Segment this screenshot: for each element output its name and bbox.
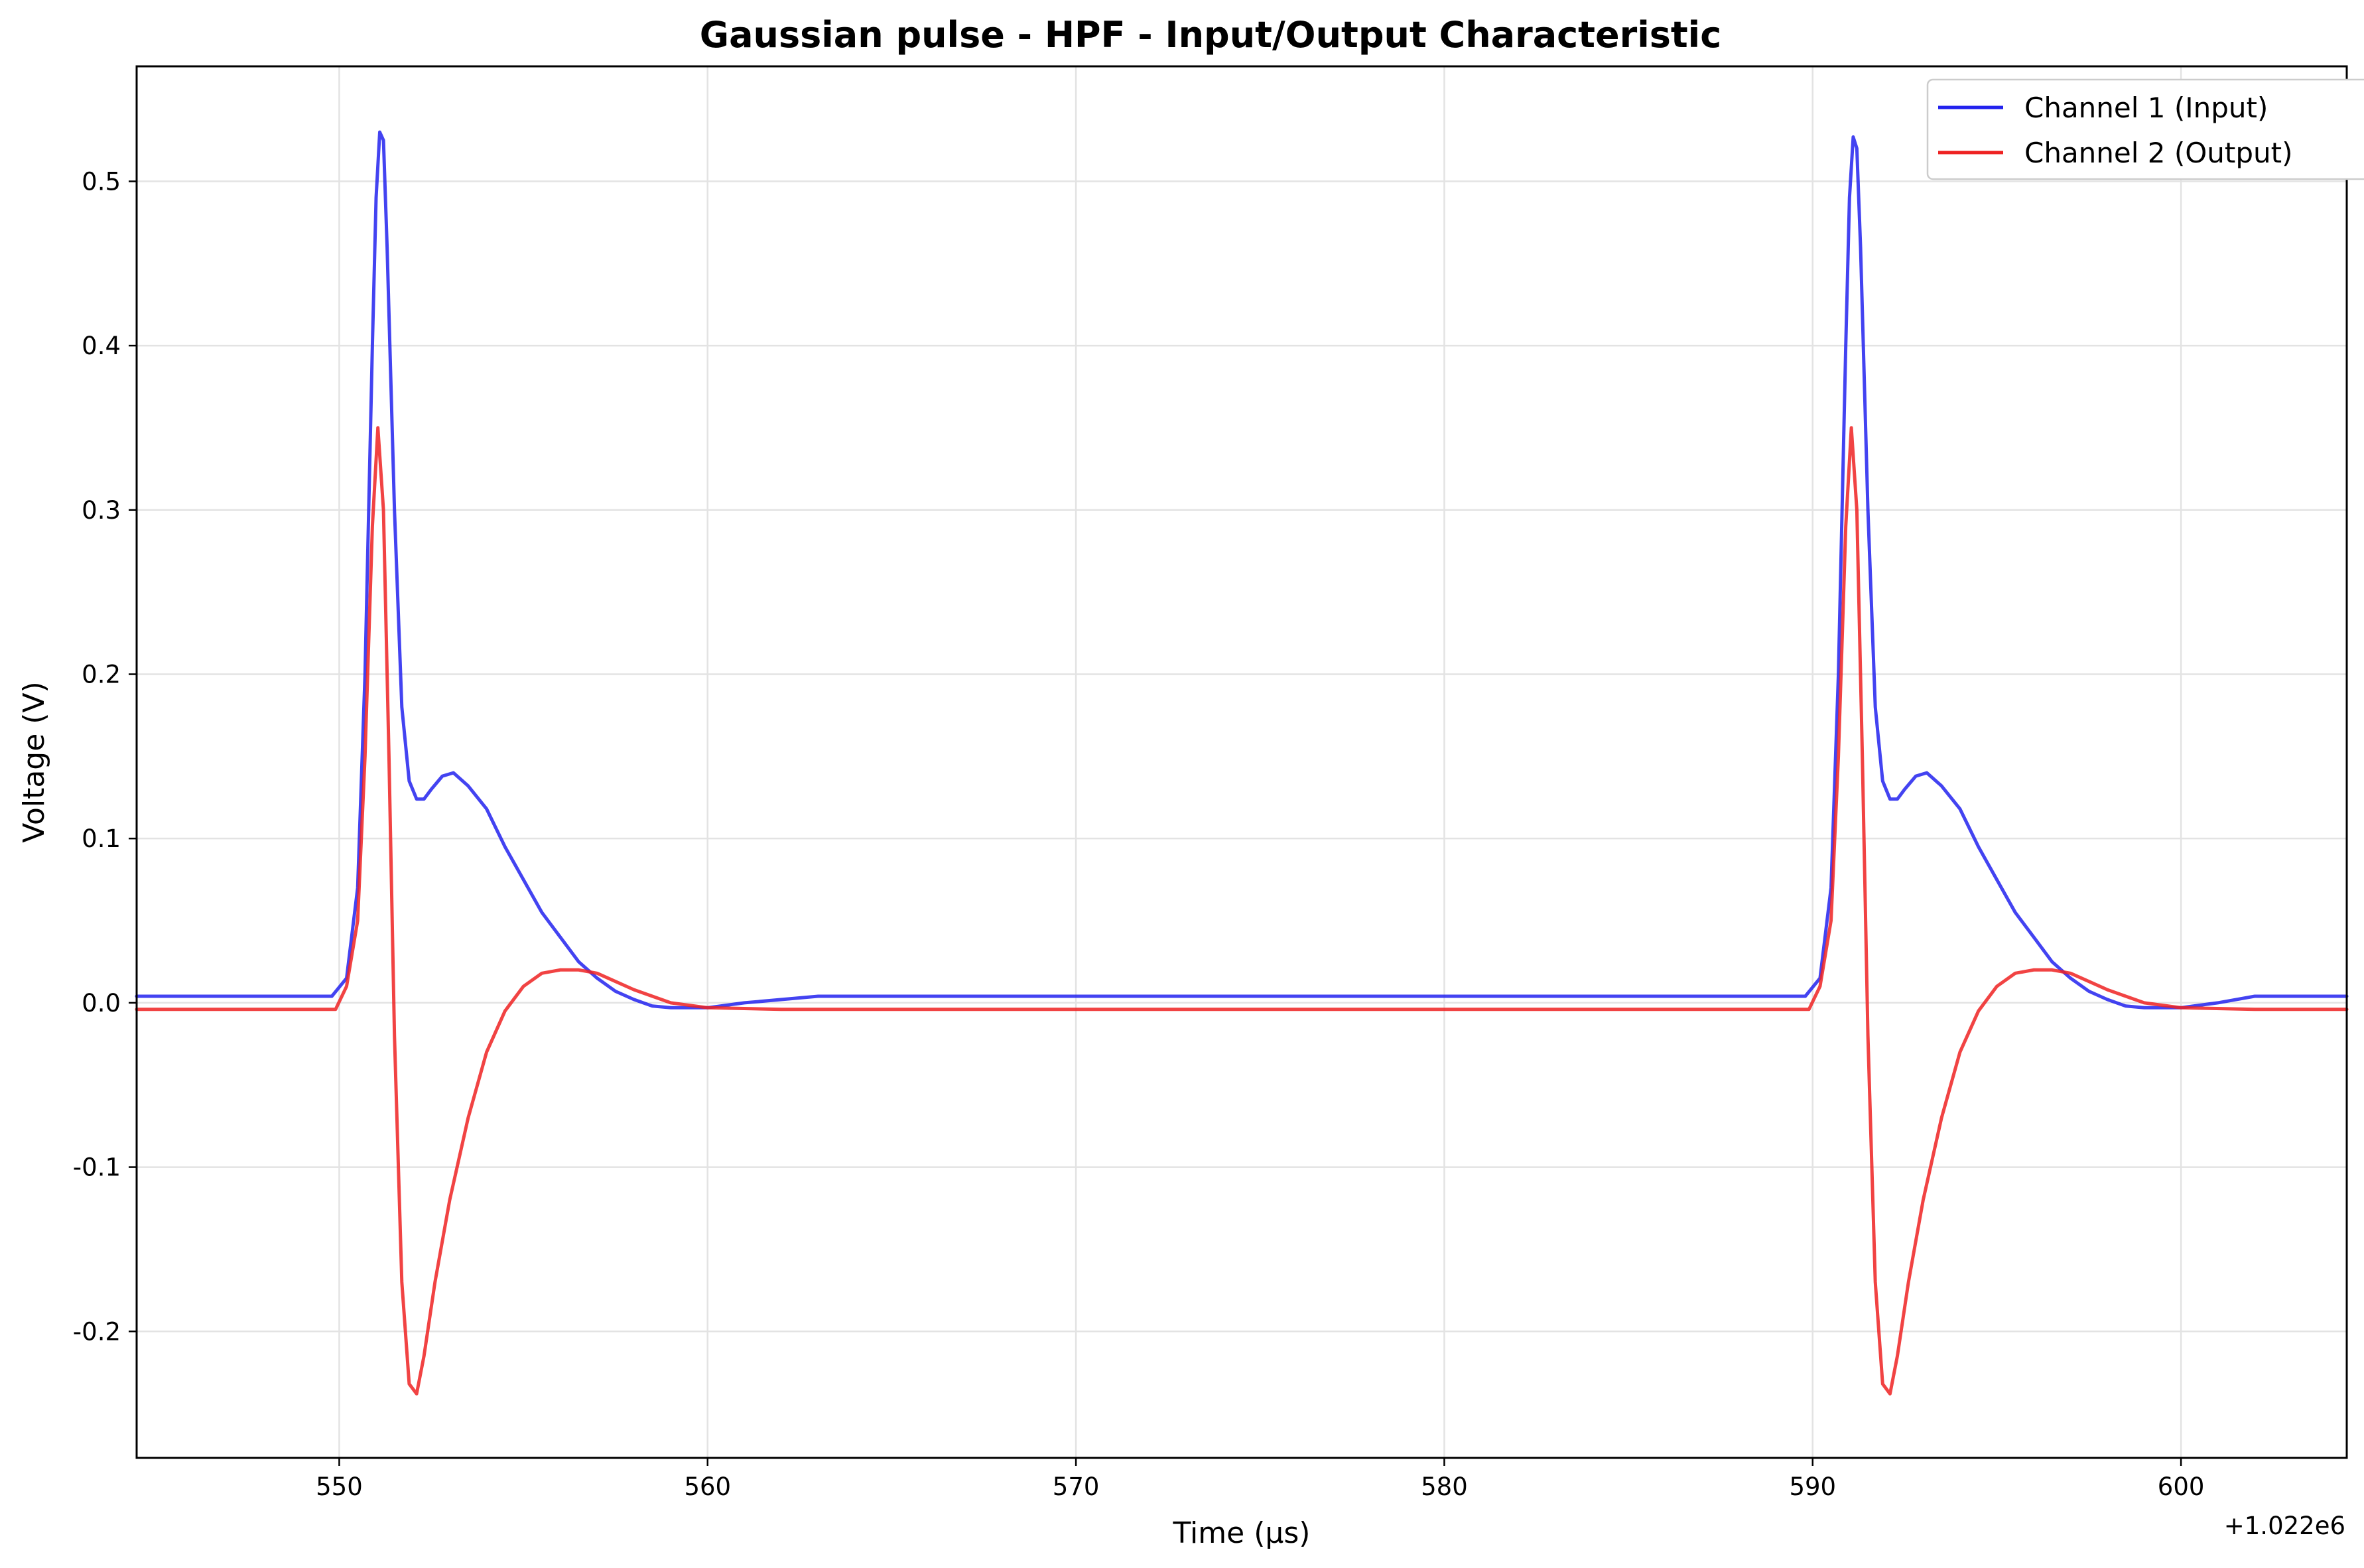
y-tick-label: 0.1 — [82, 824, 121, 853]
x-tick-label: 550 — [316, 1472, 363, 1501]
x-tick-label: 590 — [1789, 1472, 1836, 1501]
x-tick-label: 580 — [1421, 1472, 1468, 1501]
y-tick-label: -0.1 — [73, 1153, 121, 1182]
legend-label-2: Channel 2 (Output) — [2024, 137, 2293, 169]
legend: Channel 1 (Input) Channel 2 (Output) — [1926, 78, 2364, 180]
x-axis-label: Time (µs) — [1173, 1516, 1311, 1550]
y-tick-label: 0.4 — [82, 332, 121, 360]
x-tick-label: 560 — [684, 1472, 731, 1501]
y-tick-label: -0.2 — [73, 1317, 121, 1346]
series-line-2 — [135, 426, 2349, 1396]
legend-label-1: Channel 1 (Input) — [2024, 92, 2268, 124]
chart-title: Gaussian pulse - HPF - Input/Output Char… — [700, 14, 1721, 56]
x-tick-label: 600 — [2158, 1472, 2205, 1501]
ticks: 550 560 570 580 590 600 -0.2 -0.1 0.0 0.1 0.2 0.3 0.… — [73, 167, 2205, 1501]
y-tick-label: 0.3 — [82, 496, 121, 525]
y-tick-label: 0.2 — [82, 660, 121, 688]
legend-box — [1926, 78, 2364, 180]
y-tick-label: 0.0 — [82, 989, 121, 1017]
grid — [137, 66, 2347, 1458]
series-layer — [135, 130, 2349, 1396]
y-axis-label: Voltage (V) — [17, 681, 51, 842]
x-tick-label: 570 — [1053, 1472, 1100, 1501]
series-line-1 — [135, 130, 2349, 1010]
x-offset-label: +1.022e6 — [2224, 1512, 2345, 1540]
y-tick-label: 0.5 — [82, 167, 121, 196]
plot-frame — [135, 65, 2348, 1459]
